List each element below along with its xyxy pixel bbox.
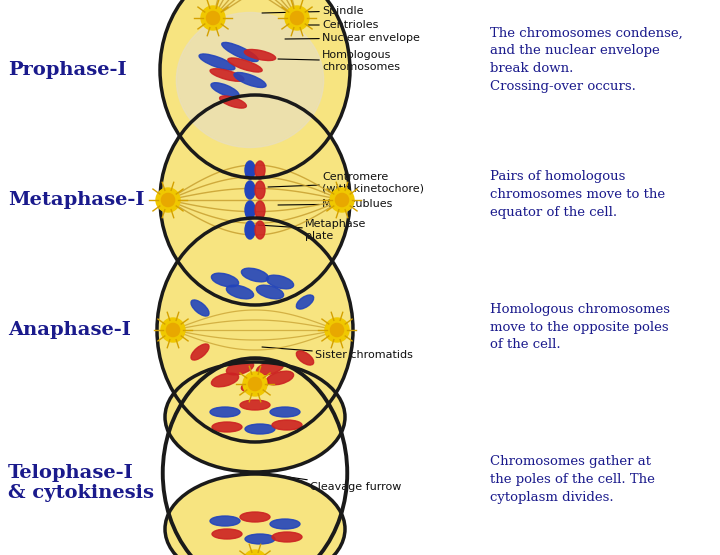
Ellipse shape	[210, 69, 244, 81]
Ellipse shape	[210, 516, 240, 526]
Ellipse shape	[256, 285, 284, 299]
Ellipse shape	[245, 201, 255, 219]
Circle shape	[336, 193, 348, 206]
Text: Anaphase-I: Anaphase-I	[8, 321, 131, 339]
Circle shape	[243, 550, 267, 555]
Ellipse shape	[244, 49, 276, 60]
Text: Sister chromatids: Sister chromatids	[262, 347, 413, 360]
Ellipse shape	[191, 300, 209, 316]
Ellipse shape	[245, 161, 255, 179]
Text: Cleavage furrow: Cleavage furrow	[262, 473, 401, 492]
Circle shape	[330, 324, 343, 336]
Ellipse shape	[272, 532, 302, 542]
Circle shape	[156, 188, 180, 212]
Circle shape	[248, 377, 261, 391]
Circle shape	[207, 12, 220, 24]
Ellipse shape	[255, 201, 265, 219]
Ellipse shape	[210, 407, 240, 417]
Ellipse shape	[211, 83, 239, 97]
Text: Metaphase
plate: Metaphase plate	[258, 219, 366, 241]
Ellipse shape	[212, 422, 242, 432]
Ellipse shape	[241, 268, 269, 282]
Ellipse shape	[199, 54, 235, 70]
Circle shape	[325, 318, 349, 342]
Ellipse shape	[160, 0, 350, 178]
Text: Pairs of homologous
chromosomes move to the
equator of the cell.: Pairs of homologous chromosomes move to …	[490, 170, 665, 219]
Circle shape	[161, 318, 185, 342]
Ellipse shape	[245, 424, 275, 434]
Circle shape	[290, 12, 304, 24]
Ellipse shape	[245, 181, 255, 199]
Text: Prophase-I: Prophase-I	[8, 61, 127, 79]
Ellipse shape	[176, 13, 323, 148]
Circle shape	[166, 324, 179, 336]
Ellipse shape	[255, 181, 265, 199]
Ellipse shape	[245, 221, 255, 239]
Ellipse shape	[241, 378, 269, 392]
Text: Centromere
(with kinetochore): Centromere (with kinetochore)	[268, 172, 424, 194]
Ellipse shape	[228, 58, 262, 72]
Ellipse shape	[220, 96, 246, 108]
Ellipse shape	[256, 361, 284, 375]
Ellipse shape	[270, 407, 300, 417]
Circle shape	[330, 188, 354, 212]
Ellipse shape	[266, 275, 294, 289]
Ellipse shape	[240, 512, 270, 522]
Ellipse shape	[212, 273, 238, 287]
Ellipse shape	[226, 285, 253, 299]
Circle shape	[201, 6, 225, 30]
Ellipse shape	[160, 95, 350, 305]
Text: Nuclear envelope: Nuclear envelope	[285, 33, 420, 43]
Ellipse shape	[165, 362, 345, 472]
Text: Chromosomes gather at
the poles of the cell. The
cytoplasm divides.: Chromosomes gather at the poles of the c…	[490, 456, 655, 504]
Ellipse shape	[297, 295, 314, 309]
Ellipse shape	[240, 400, 270, 410]
Circle shape	[285, 6, 309, 30]
Text: The chromosomes condense,
and the nuclear envelope
break down.
Crossing-over occ: The chromosomes condense, and the nuclea…	[490, 27, 683, 93]
Ellipse shape	[297, 351, 314, 365]
Ellipse shape	[272, 420, 302, 430]
Ellipse shape	[157, 218, 353, 442]
Ellipse shape	[222, 42, 258, 62]
Text: Telophase-I
& cytokinesis: Telophase-I & cytokinesis	[8, 463, 154, 502]
Ellipse shape	[255, 221, 265, 239]
Ellipse shape	[212, 373, 238, 387]
Ellipse shape	[245, 534, 275, 544]
Ellipse shape	[165, 474, 345, 555]
Ellipse shape	[266, 371, 294, 385]
Ellipse shape	[226, 361, 253, 375]
Ellipse shape	[212, 529, 242, 539]
Text: Homologous
chromosomes: Homologous chromosomes	[278, 50, 400, 72]
Ellipse shape	[234, 73, 266, 88]
Circle shape	[161, 193, 174, 206]
Text: Metaphase-I: Metaphase-I	[8, 191, 145, 209]
Text: Centrioles: Centrioles	[297, 20, 379, 30]
Text: Homologous chromosomes
move to the opposite poles
of the cell.: Homologous chromosomes move to the oppos…	[490, 302, 670, 351]
Text: Spindle: Spindle	[262, 6, 364, 16]
Ellipse shape	[255, 161, 265, 179]
Text: Microtublues: Microtublues	[278, 199, 393, 209]
Ellipse shape	[270, 519, 300, 529]
Circle shape	[243, 372, 267, 396]
Ellipse shape	[191, 344, 209, 360]
